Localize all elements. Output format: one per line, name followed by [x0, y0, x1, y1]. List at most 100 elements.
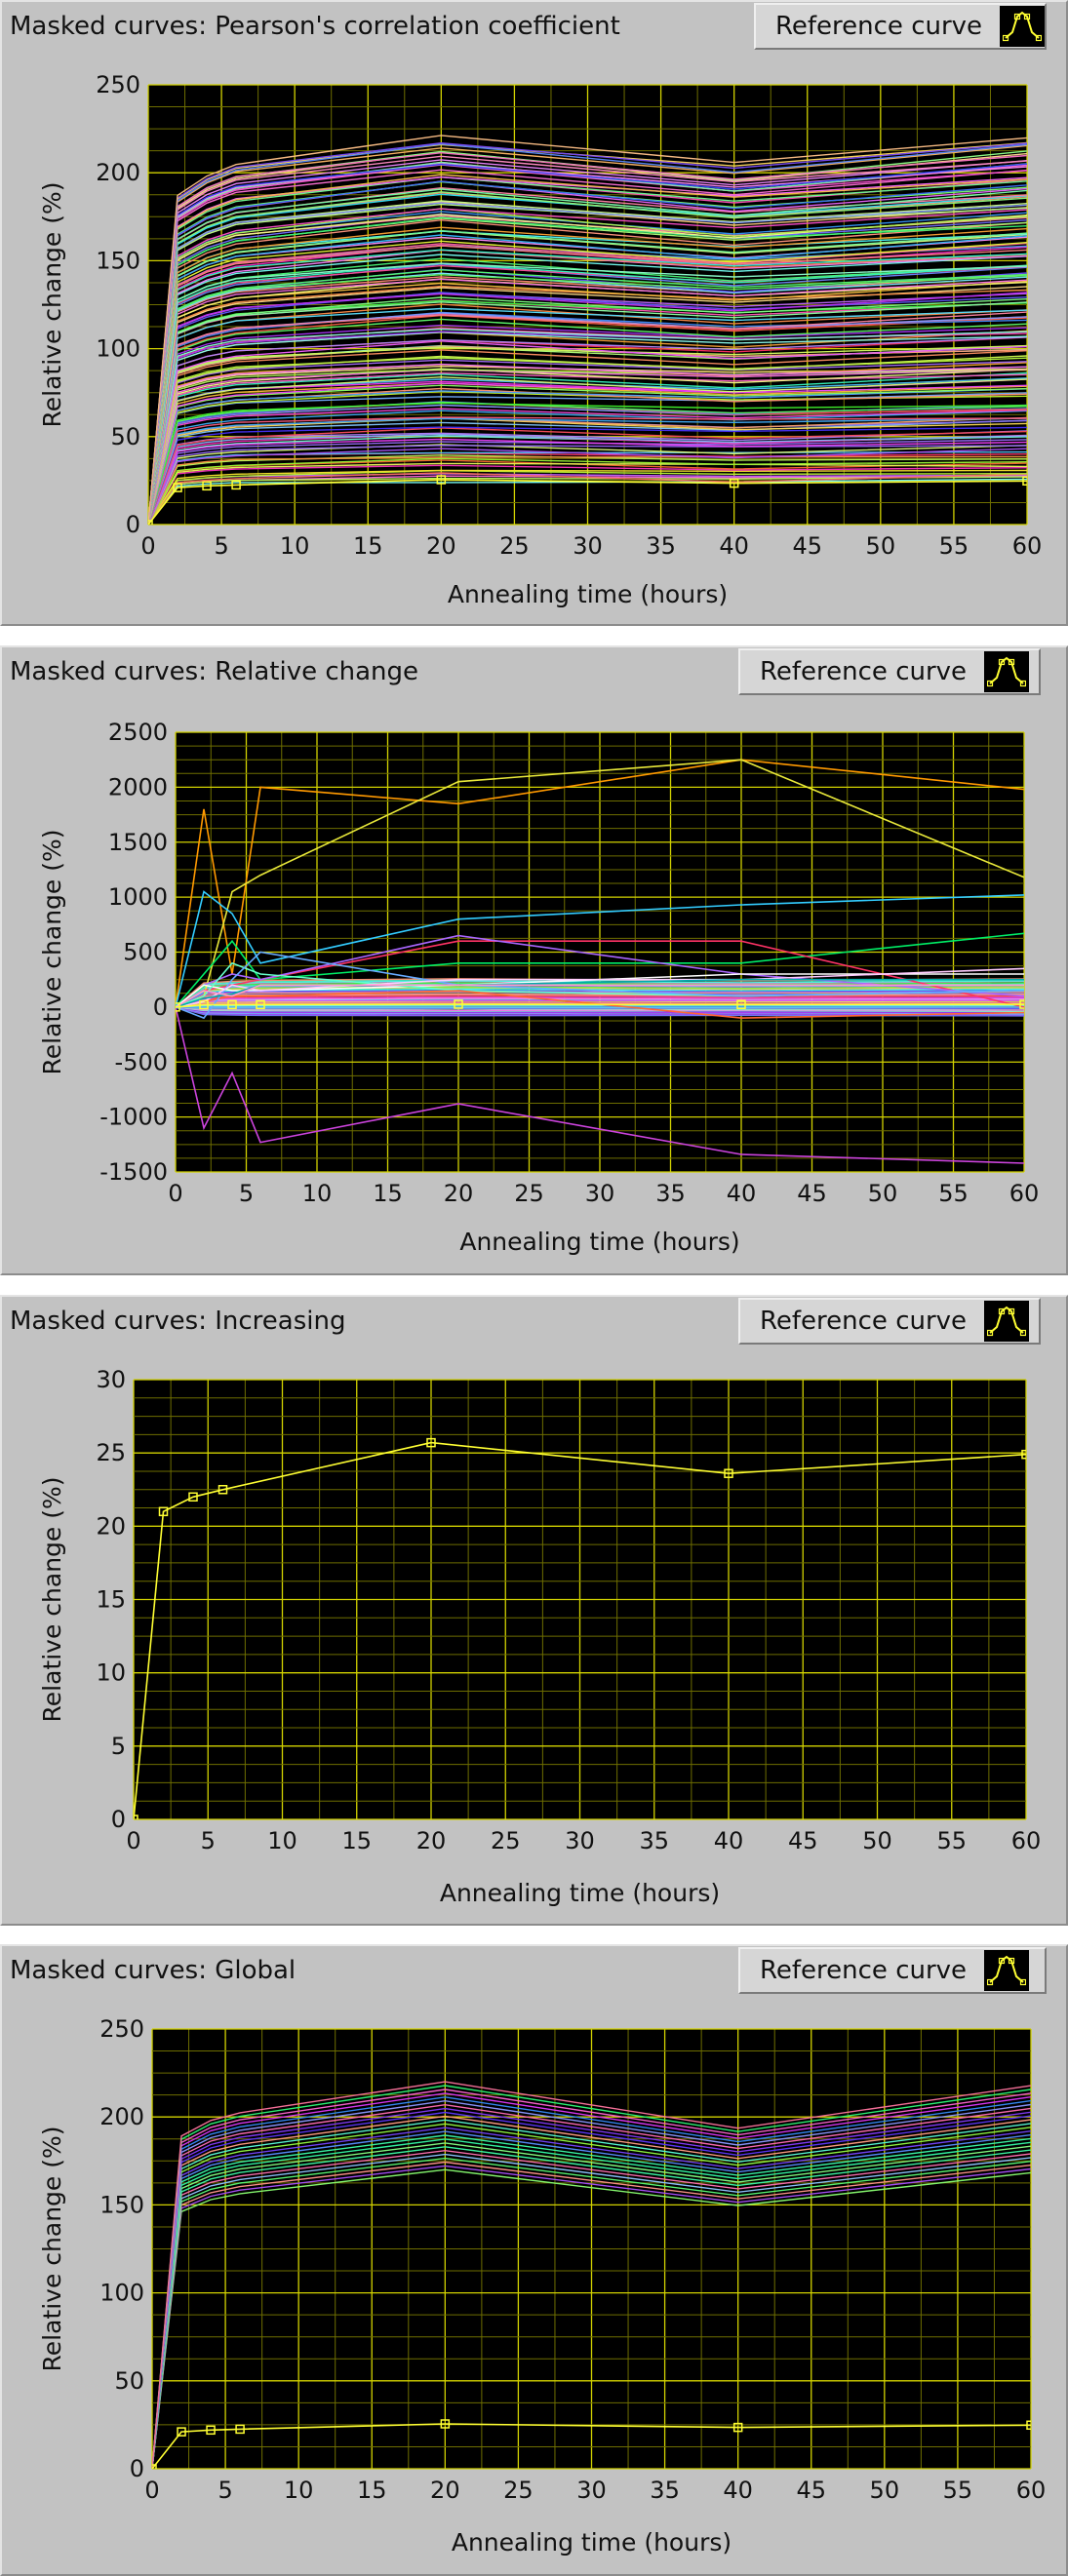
series-line	[148, 328, 1027, 525]
y-tick-label: 25	[96, 1439, 126, 1466]
series-line	[176, 1006, 1024, 1009]
reference-curve-button[interactable]: Reference curve	[738, 648, 1041, 695]
x-tick-label: 45	[797, 1180, 827, 1207]
x-tick-label: 5	[218, 2477, 232, 2504]
x-tick-label: 40	[719, 532, 749, 560]
chart-panel-pearson: Masked curves: Pearson's correlation coe…	[0, 0, 1068, 626]
y-tick-label: 200	[99, 2103, 144, 2130]
reference-curve-icon	[984, 1950, 1030, 1991]
series-line	[176, 1006, 1024, 1164]
y-tick-label: 30	[96, 1366, 126, 1393]
x-tick-label: 20	[430, 2477, 460, 2504]
x-tick-label: 20	[444, 1180, 474, 1207]
chart-panel-increasing: Masked curves: Increasing Reference curv…	[0, 1295, 1068, 1926]
x-tick-label: 5	[214, 532, 228, 560]
x-tick-label: 0	[140, 532, 155, 560]
x-tick-label: 0	[144, 2477, 159, 2504]
x-tick-label: 35	[655, 1180, 686, 1207]
series-line	[148, 444, 1027, 525]
chart-svg: 0 5 10 15 20 25 30 35 40 45 50 55 60 0 50 100 150 200 250 A…	[38, 71, 1042, 608]
x-tick-label: 40	[714, 1827, 744, 1854]
y-tick-label: -1500	[99, 1158, 168, 1186]
x-tick-label: 15	[353, 532, 383, 560]
y-tick-label: 1500	[108, 829, 168, 856]
y-tick-label: 0	[126, 511, 140, 538]
reference-point	[188, 1492, 198, 1503]
y-axis-title: Relative change (%)	[38, 830, 66, 1075]
series-line	[148, 416, 1027, 525]
x-tick-label: 5	[201, 1827, 216, 1854]
series-line	[176, 1000, 1024, 1008]
reference-point	[173, 483, 182, 492]
x-tick-label: 50	[870, 2477, 900, 2504]
reference-curve-label: Reference curve	[760, 1307, 968, 1336]
reference-point	[218, 1485, 228, 1495]
x-axis-title: Annealing time (hours)	[459, 1228, 739, 1256]
series-line	[148, 336, 1027, 525]
chart-title: Masked curves: Relative change	[10, 657, 419, 686]
series-line	[176, 951, 1024, 1020]
x-tick-label: 0	[126, 1827, 140, 1854]
reference-curve-icon	[1000, 6, 1045, 47]
x-tick-label: 30	[585, 1180, 615, 1207]
x-tick-label: 10	[280, 532, 310, 560]
x-axis-title: Annealing time (hours)	[448, 580, 728, 608]
x-tick-label: 15	[357, 2477, 387, 2504]
series-line	[176, 997, 1024, 1008]
y-tick-label: 0	[153, 994, 168, 1021]
series-line	[148, 135, 1027, 525]
reference-point	[736, 999, 746, 1009]
reference-point	[1026, 2420, 1031, 2431]
reference-curve-button[interactable]: Reference curve	[738, 1298, 1041, 1345]
reference-point	[199, 999, 209, 1010]
y-tick-label: 150	[99, 2191, 144, 2218]
y-tick-label: 0	[111, 1806, 126, 1833]
x-tick-label: 15	[341, 1827, 372, 1854]
x-tick-label: 40	[723, 2477, 753, 2504]
x-tick-label: 55	[936, 1827, 967, 1854]
reference-curve-button[interactable]: Reference curve	[738, 1947, 1047, 1994]
y-tick-label: 2500	[108, 719, 168, 746]
series-line	[148, 472, 1027, 525]
y-tick-label: -500	[115, 1048, 168, 1075]
reference-line	[176, 1003, 1024, 1008]
y-tick-label: 200	[96, 159, 140, 186]
y-tick-label: 2000	[108, 773, 168, 800]
y-tick-label: 5	[111, 1733, 126, 1760]
series-group	[148, 135, 1027, 525]
chart-title: Masked curves: Global	[10, 1956, 297, 1985]
series-line	[176, 1006, 1024, 1011]
x-tick-label: 35	[650, 2477, 680, 2504]
series-line	[148, 426, 1027, 525]
series-group	[134, 1437, 1026, 1819]
series-line	[148, 311, 1027, 525]
series-line	[176, 1006, 1024, 1013]
chart-svg: 0 5 10 15 20 25 30 35 40 45 50 55 60 0 50 100 150 200 250 A…	[38, 2015, 1046, 2556]
reference-point	[176, 1002, 180, 1012]
x-tick-label: 55	[943, 2477, 973, 2504]
series-line	[152, 2081, 1031, 2469]
x-tick-label: 15	[373, 1180, 403, 1207]
series-line	[148, 417, 1027, 525]
x-tick-label: 45	[792, 532, 822, 560]
reference-curve-button[interactable]: Reference curve	[754, 3, 1047, 50]
series-line	[148, 402, 1027, 525]
reference-line	[134, 1441, 1026, 1819]
x-tick-label: 50	[868, 1180, 898, 1207]
x-tick-label: 20	[426, 532, 456, 560]
series-line	[148, 375, 1027, 525]
x-tick-label: 45	[788, 1827, 818, 1854]
reference-point	[729, 478, 739, 488]
reference-point	[454, 999, 463, 1009]
chart-svg: 0 5 10 15 20 25 30 35 40 45 50 55 60 -1500 -1000 -500 0 5…	[38, 719, 1039, 1256]
series-line	[176, 1001, 1024, 1008]
series-line	[148, 427, 1027, 525]
y-tick-label: 150	[96, 247, 140, 274]
chart-title: Masked curves: Increasing	[10, 1307, 346, 1336]
reference-point	[724, 1468, 733, 1478]
y-tick-label: 0	[130, 2455, 144, 2482]
y-tick-label: 50	[110, 423, 140, 450]
reference-line	[148, 479, 1027, 525]
x-tick-label: 10	[284, 2477, 314, 2504]
reference-point	[177, 2427, 186, 2437]
